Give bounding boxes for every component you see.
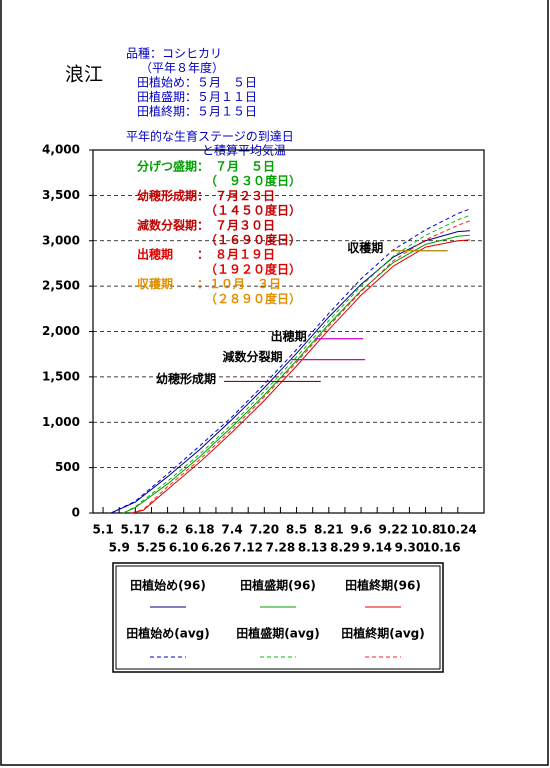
y-tick-label: 2,000 <box>42 324 80 338</box>
info-line: 田植始め：５月 ５日 <box>137 75 257 90</box>
x-tick-label: 8.13 <box>298 541 328 555</box>
legend-label: 田植始め(avg) <box>126 626 209 641</box>
x-tick-label: 6.26 <box>201 541 231 555</box>
stage-label: 幼穂形成期 <box>156 371 216 386</box>
x-tick-label: 8.5 <box>286 523 307 537</box>
stage-note: （２８９０度日） <box>205 291 301 306</box>
info-line: 品種：コシヒカリ <box>126 47 222 61</box>
x-tick-label: 6.10 <box>169 541 199 555</box>
series-line <box>122 214 471 514</box>
x-tick-label: 7.28 <box>266 541 296 555</box>
y-tick-label: 500 <box>55 460 80 474</box>
series-line <box>131 220 471 514</box>
stage-label: 減数分裂期 <box>222 349 282 364</box>
x-tick-label: 10.24 <box>439 523 477 537</box>
x-tick-label: 9.14 <box>362 541 392 555</box>
y-tick-label: 0 <box>72 506 80 520</box>
stage-note: （１４５０度日） <box>205 203 301 218</box>
stage-note: 分げつ盛期： ７月 ５日 <box>137 159 275 174</box>
stage-note: （１６９０度日） <box>205 232 301 247</box>
subtitle: 平年的な生育ステージの到達日 <box>126 129 294 144</box>
plot-frame <box>92 149 485 514</box>
stage-note: （１９２０度日） <box>205 261 301 276</box>
stage-note: 減数分裂期： ７月３０日 <box>137 217 275 232</box>
info-line: 田植終期：５月１５日 <box>137 104 257 119</box>
stage-note: 収穫期 ：１０月 ３日 <box>137 276 281 291</box>
stage-label: 収穫期 <box>347 240 383 255</box>
legend-box-inner <box>115 565 441 670</box>
x-tick-label: 7.20 <box>250 523 280 537</box>
x-tick-label: 8.29 <box>330 541 360 555</box>
x-tick-label: 9.22 <box>378 523 408 537</box>
x-tick-label: 6.18 <box>185 523 215 537</box>
legend-label: 田植盛期(96) <box>240 578 316 593</box>
x-tick-label: 8.21 <box>314 523 344 537</box>
x-tick-label: 5.25 <box>137 541 167 555</box>
x-tick-label: 9.30 <box>395 541 425 555</box>
x-tick-label: 7.4 <box>221 523 242 537</box>
y-tick-label: 3,000 <box>42 233 80 247</box>
y-tick-label: 3,500 <box>42 188 80 202</box>
series-line <box>110 230 470 514</box>
x-tick-label: 5.9 <box>109 541 130 555</box>
x-tick-label: 9.6 <box>350 523 371 537</box>
x-tick-label: 5.1 <box>92 523 113 537</box>
x-tick-label: 10.8 <box>411 523 441 537</box>
stage-note: （ ９３０度日） <box>205 173 301 188</box>
legend-label: 田植終期(96) <box>345 578 421 593</box>
chart-title: 浪江 <box>65 64 103 86</box>
y-tick-label: 1,000 <box>42 415 80 429</box>
stage-note: 幼穂形成期： ７月２３日 <box>137 188 275 203</box>
x-tick-label: 7.12 <box>233 541 263 555</box>
x-tick-label: 6.2 <box>157 523 178 537</box>
x-tick-label: 5.17 <box>121 523 151 537</box>
series-line <box>123 234 470 514</box>
y-tick-label: 2,500 <box>42 279 80 293</box>
stage-note: 出穂期 ： ８月１９日 <box>137 247 275 262</box>
legend-label: 田植盛期(avg) <box>236 626 319 641</box>
series-line <box>131 239 470 514</box>
y-tick-label: 4,000 <box>42 143 80 157</box>
x-tick-label: 10.16 <box>423 541 461 555</box>
info-line: 田植盛期：５月１１日 <box>137 89 257 104</box>
y-tick-label: 1,500 <box>42 369 80 383</box>
stage-label: 出穂期 <box>271 328 307 343</box>
legend-label: 田植始め(96) <box>130 578 206 593</box>
legend-label: 田植終期(avg) <box>341 626 424 641</box>
series-line <box>110 208 471 514</box>
legend-box <box>112 562 444 673</box>
info-line: （平年８年度） <box>140 60 224 75</box>
